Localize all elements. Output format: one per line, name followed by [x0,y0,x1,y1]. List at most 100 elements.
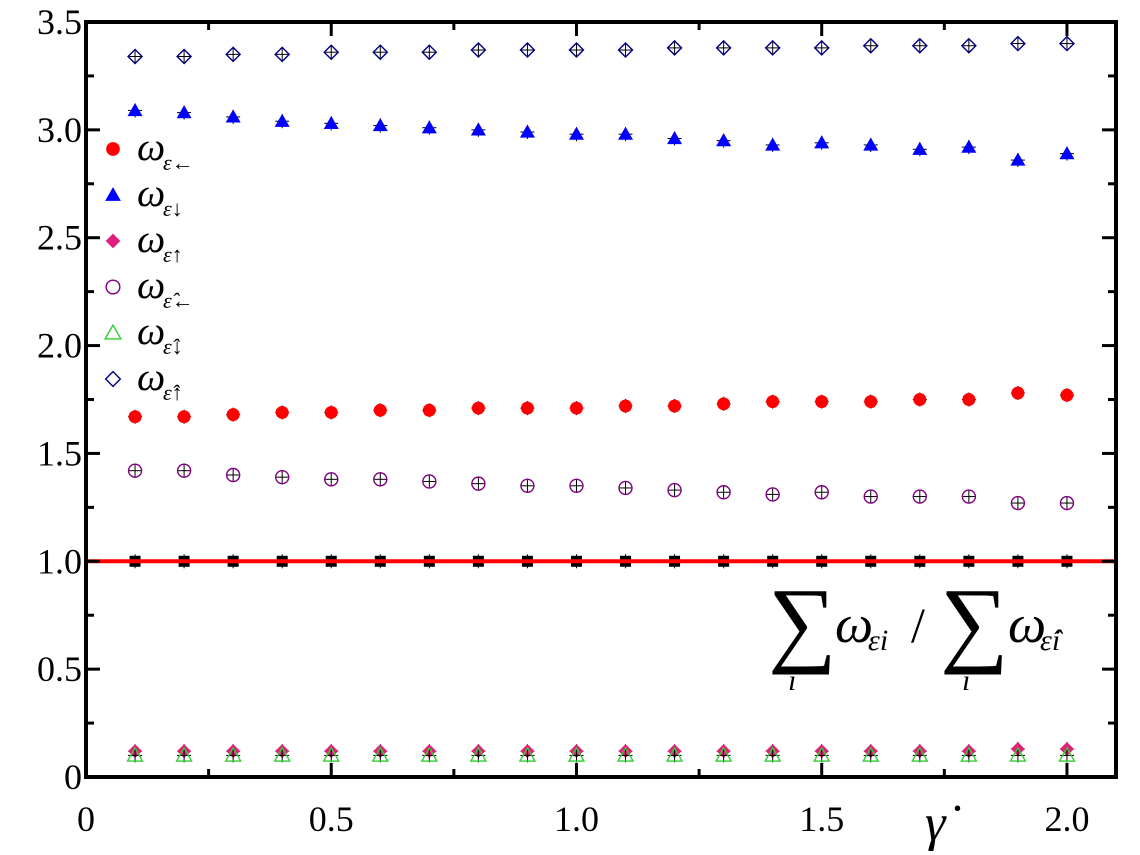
data-point-series-4 [224,746,242,762]
y-tick-label: 1.5 [37,433,82,473]
legend-label-sub: ε̂← [163,288,194,313]
x-tick-label: 1.0 [554,799,599,839]
data-point-series-5 [176,48,193,65]
data-point-series-4 [469,746,488,762]
data-point-series-3 [912,489,928,504]
legend-label-omega: ω [137,262,165,307]
data-point-series-0 [520,401,534,415]
data-point-series-0 [177,410,191,424]
data-point-series-1 [1010,152,1026,166]
legend-marker-5 [104,370,122,388]
data-point-series-4 [420,746,439,762]
data-point-series-0 [373,403,387,417]
data-point-series-3 [471,476,486,491]
legend-marker-2 [105,233,121,249]
data-point-series-5 [519,42,536,59]
data-point-series-1 [667,130,683,145]
data-point-series-1 [372,118,388,132]
data-point-series-5 [813,39,830,56]
data-point-series-4 [862,746,880,762]
data-point-series-1 [961,139,977,153]
data-point-series-5 [421,44,438,61]
data-point-series-3 [422,474,437,489]
data-point-series-1 [127,102,143,117]
y-tick-label: 2.5 [37,218,82,258]
data-point-series-3 [814,485,829,500]
x-tick-label: 2.0 [1044,799,1089,839]
data-point-series-1 [274,113,290,127]
y-tick-label: 0.5 [37,649,82,689]
data-point-series-0 [815,395,829,409]
legend-label-sub: ε↑ [163,242,183,267]
data-point-series-5 [127,48,144,65]
data-point-series-1 [470,122,486,136]
data-point-series-4 [960,746,978,762]
axis-ticks: 0 0.5 1.0 1.5 2.0 0 0.5 1.0 1.5 2.0 2.5 3.0 3.5 [37,2,1116,839]
data-point-series-1 [519,124,535,138]
y-tick-label: 1.0 [37,541,82,581]
data-point-series-0 [226,408,240,422]
legend-label-omega: ω [137,124,165,169]
legend-label-sub: ε̂↑ [163,380,183,405]
data-point-series-3 [667,482,682,498]
data-point-series-4 [1058,746,1076,762]
data-point-series-1 [912,141,928,155]
data-marks [126,35,1076,763]
data-point-series-4 [813,746,831,762]
data-point-series-0 [619,399,633,413]
data-point-series-1 [1059,146,1075,160]
data-point-series-0 [471,401,485,415]
data-point-series-3 [961,489,977,504]
data-point-series-4 [665,746,684,762]
data-point-series-5 [617,42,634,59]
data-point-series-1 [716,133,732,147]
legend-label-sub: ε← [163,150,194,175]
data-point-series-0 [275,405,289,419]
data-point-series-0 [128,410,142,424]
legend-marker-0 [106,142,120,156]
data-point-series-0 [1011,386,1025,400]
legend-marker-4 [103,323,123,340]
data-point-series-3 [324,472,339,487]
data-point-series-1 [568,126,584,140]
data-point-series-3 [373,472,388,487]
y-tick-label: 0 [64,757,82,797]
data-point-series-1 [765,137,781,151]
data-point-series-3 [716,485,731,500]
omega-sub-1: εi [868,624,888,657]
data-point-series-0 [766,395,780,409]
data-point-series-0 [913,393,927,406]
legend-label-sub: ε↓ [163,196,183,221]
data-point-series-4 [616,746,635,762]
data-point-series-5 [1009,35,1026,52]
legend-label-omega: ω [137,170,165,215]
data-point-series-5 [568,42,585,59]
data-point-series-3 [569,478,584,493]
legend-marker-3 [105,279,121,295]
data-point-series-0 [324,405,338,419]
data-point-series-3 [225,467,241,483]
data-point-series-3 [274,469,290,485]
data-point-series-0 [668,399,682,413]
data-point-series-5 [666,39,683,56]
omega-1: ω [835,594,873,654]
legend-label-omega: ω [137,354,165,399]
data-point-series-1 [225,109,241,123]
data-point-series-3 [863,489,878,504]
data-point-series-1 [814,135,830,149]
x-tick-label: 1.5 [799,799,844,839]
data-point-series-0 [962,393,976,406]
omega-2: ω [1008,594,1046,654]
legend-label-omega: ω [137,216,165,261]
data-point-series-3 [1059,495,1075,511]
data-point-series-4 [273,746,291,762]
data-point-series-4 [518,746,537,762]
data-point-series-5 [274,46,291,63]
sum-symbol-2: ∑ [940,568,1008,675]
data-point-series-5 [715,39,732,56]
data-point-series-4 [567,746,586,762]
data-point-series-1 [618,126,634,140]
data-point-series-0 [422,403,436,417]
x-tick-label: 0 [77,799,95,839]
data-point-series-5 [470,42,487,59]
